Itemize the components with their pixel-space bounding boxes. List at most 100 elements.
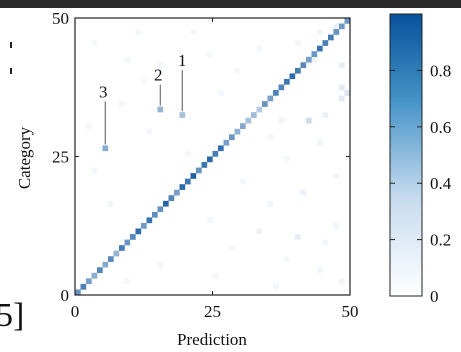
diagonal-cell	[306, 56, 312, 63]
off-diagonal-cell	[322, 239, 329, 246]
diagonal-cell	[212, 150, 219, 157]
x-axis-label: Prediction	[177, 330, 247, 349]
diagonal-cell	[311, 51, 318, 57]
diagonal-cell	[339, 23, 345, 30]
off-diagonal-cell	[190, 29, 197, 35]
off-diagonal-cell	[119, 101, 125, 107]
diagonal-cell	[163, 200, 169, 207]
off-diagonal-cell	[339, 84, 345, 91]
off-diagonal-cell	[284, 156, 290, 163]
off-diagonal-cell	[218, 90, 224, 96]
highlighted-cell	[179, 112, 186, 118]
off-diagonal-cell	[339, 62, 345, 69]
diagonal-cell	[207, 156, 213, 163]
colorbar	[389, 13, 423, 297]
x-tick-label-0: 0	[71, 302, 80, 321]
y-axis-label: Category	[15, 126, 34, 189]
off-diagonal-cell	[284, 256, 290, 262]
off-diagonal-cell	[278, 117, 285, 124]
off-diagonal-cell	[108, 200, 114, 207]
off-diagonal-cell	[344, 90, 351, 96]
bracket-fragment: 5]	[0, 297, 24, 334]
colorbar-tick-label-0.8: 0.8	[430, 61, 451, 80]
off-diagonal-cell	[339, 95, 345, 102]
diagonal-cell	[113, 250, 120, 257]
diagonal-cell	[234, 128, 241, 135]
highlighted-cell	[102, 145, 109, 152]
off-diagonal-cell	[333, 173, 340, 179]
colorbar-tick-label-0.6: 0.6	[430, 118, 451, 137]
diagonal-cell	[174, 189, 180, 196]
off-diagonal-cell	[86, 123, 92, 129]
diagonal-cell	[190, 173, 197, 179]
off-diagonal-cell	[322, 112, 329, 118]
dash-mark	[10, 42, 12, 48]
diagonal-cell	[168, 195, 175, 202]
diagonal-cell	[218, 145, 224, 152]
y-tick-label-50: 50	[52, 9, 69, 28]
diagonal-cell	[256, 106, 263, 113]
off-diagonal-cell	[240, 178, 246, 185]
diagonal-cell	[278, 84, 285, 91]
colorbar-ticks	[390, 69, 422, 297]
off-diagonal-cell	[146, 128, 153, 135]
off-diagonal-cell	[207, 217, 213, 224]
off-diagonal-cell	[157, 62, 164, 69]
off-diagonal-cell	[141, 78, 147, 85]
diagonal-cell	[223, 139, 230, 146]
off-diagonal-cell	[91, 40, 98, 46]
top-bar	[0, 0, 461, 8]
off-diagonal-cell	[124, 278, 131, 285]
diagonal-cell	[267, 95, 274, 102]
diagonal-cell	[251, 112, 257, 118]
off-diagonal-cell	[311, 56, 318, 63]
colorbar-tick-label-0.2: 0.2	[430, 231, 451, 250]
diagonal-cell	[146, 217, 153, 224]
off-diagonal-cell	[267, 134, 274, 141]
highlighted-cell	[157, 106, 164, 113]
off-diagonal-cell	[295, 40, 301, 46]
diagonal-cell	[97, 267, 103, 274]
annotation-label-3: 3	[99, 82, 108, 101]
diagonal-cell	[108, 256, 114, 262]
dash-mark	[10, 68, 12, 74]
annotation-label-2: 2	[154, 66, 163, 85]
off-diagonal-cell	[256, 45, 263, 52]
colorbar-tick-label-0: 0	[430, 287, 439, 306]
diagonal-cell	[240, 123, 246, 129]
diagonal-cell	[86, 278, 92, 285]
off-diagonal-cell	[273, 283, 279, 290]
off-diagonal-cell	[124, 56, 131, 63]
diagonal-cell	[75, 289, 81, 296]
diagonal-cell	[152, 211, 158, 218]
diagonal-cell	[245, 117, 252, 124]
diagonal-cell	[102, 261, 109, 268]
diagonal-cell	[196, 167, 202, 174]
x-tick-label-25: 25	[204, 302, 221, 321]
diagonal-cell	[229, 134, 235, 141]
off-diagonal-cell	[234, 67, 241, 74]
diagonal-cell	[185, 178, 191, 185]
diagonal-cell	[157, 206, 164, 213]
off-diagonal-cell	[91, 167, 98, 174]
colorbar-tick-label-0.4: 0.4	[430, 174, 452, 193]
diagonal-cell	[273, 90, 279, 96]
diagonal-cell	[130, 234, 136, 240]
diagonal-cell	[295, 67, 301, 74]
diagonal-cell	[201, 162, 208, 168]
off-diagonal-cell	[317, 267, 323, 274]
x-tick-label-50: 50	[342, 302, 359, 321]
off-diagonal-cell	[295, 234, 301, 240]
y-tick-label-0: 0	[61, 286, 70, 305]
diagonal-cell	[179, 184, 186, 190]
diagonal-cell	[322, 40, 329, 46]
off-diagonal-cell	[300, 189, 307, 196]
off-diagonal-cell	[256, 228, 263, 235]
off-diagonal-cell	[333, 222, 340, 229]
diagonal-cell	[262, 101, 268, 107]
off-diagonal-cell	[339, 278, 345, 285]
off-diagonal-cell	[212, 272, 219, 279]
off-diagonal-cell	[157, 261, 164, 268]
